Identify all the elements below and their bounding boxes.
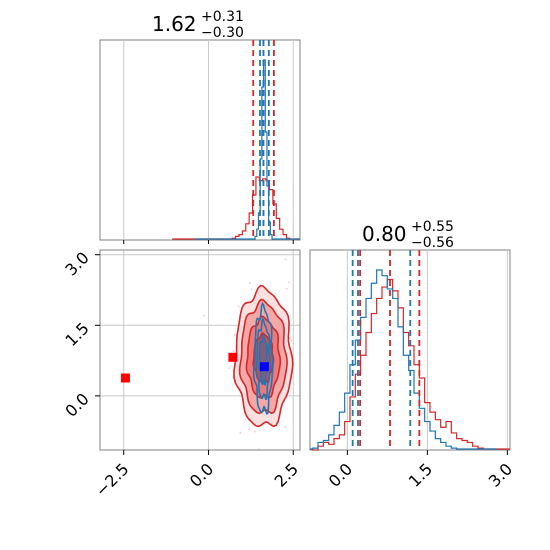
histogram-red	[172, 176, 300, 240]
panel-title: 0.80 +0.55 −0.56	[362, 219, 454, 251]
panel-histogram-param2: 0.0 1.5 3.0 0.80 +0.55 −0.56	[309, 219, 516, 491]
x-tick-label: 2.5	[271, 459, 302, 490]
contour-blue-level-3	[258, 333, 269, 386]
y-tick-label: 3.0	[61, 248, 92, 279]
scatter-point	[233, 333, 236, 336]
scatter-point	[248, 282, 251, 284]
scatter-point	[253, 430, 256, 433]
y-tick-label: 1.5	[61, 319, 92, 350]
histogram-blue	[310, 269, 497, 450]
grid	[123, 40, 294, 244]
title-plus: +0.31	[201, 9, 244, 25]
title-plus: +0.55	[411, 219, 454, 235]
x-tick-label: 0.0	[186, 459, 217, 490]
y-tick-label: 0.0	[61, 389, 92, 420]
contour-blue-level-1	[252, 301, 274, 415]
x-tick-label: −2.5	[92, 459, 133, 500]
scatter-point	[250, 288, 253, 291]
x-tick-label: 1.5	[405, 459, 436, 490]
panel-frame	[99, 249, 301, 451]
panel-frame	[99, 39, 301, 241]
panel-histogram-param1: 1.62 +0.31 −0.30	[99, 9, 301, 244]
y-ticks: 0.0 1.5 3.0	[61, 248, 100, 421]
marker-red	[228, 352, 238, 362]
scatter-point	[285, 287, 288, 290]
scatter-point	[232, 350, 235, 353]
marker-blue	[259, 362, 269, 372]
contour-blue-level-2	[255, 317, 272, 401]
title-value: 1.62	[152, 12, 197, 36]
title-value: 0.80	[362, 222, 407, 246]
histogram-series	[172, 59, 300, 240]
scatter-point	[284, 258, 287, 261]
histogram-series	[310, 269, 510, 451]
quantile-lines	[351, 250, 421, 450]
histogram-blue	[195, 59, 300, 240]
scatter-point	[284, 426, 287, 428]
x-ticks: −2.5 0.0 2.5	[92, 450, 302, 500]
panel-title: 1.62 +0.31 −0.30	[152, 9, 244, 41]
grid	[346, 250, 508, 450]
scatter-point	[203, 314, 206, 317]
panel-contour-2d: −2.5 0.0 2.5 0.0 1.5 3.0	[61, 248, 302, 500]
scatter-point	[248, 428, 251, 430]
scatter-point	[289, 337, 291, 340]
scatter-point	[239, 432, 242, 434]
title-minus: −0.30	[201, 25, 244, 41]
marker-red	[120, 373, 130, 383]
scatter-point	[290, 339, 293, 342]
scatter-point	[288, 281, 291, 284]
title-minus: −0.56	[411, 235, 454, 251]
x-tick-label: 0.0	[325, 459, 356, 490]
scatter-point	[237, 305, 240, 308]
x-tick-label: 3.0	[485, 459, 516, 490]
x-ticks: 0.0 1.5 3.0	[325, 450, 516, 491]
markers	[120, 352, 269, 383]
quantile-lines	[252, 40, 275, 240]
contours	[233, 284, 294, 428]
scatter-point	[228, 367, 230, 370]
